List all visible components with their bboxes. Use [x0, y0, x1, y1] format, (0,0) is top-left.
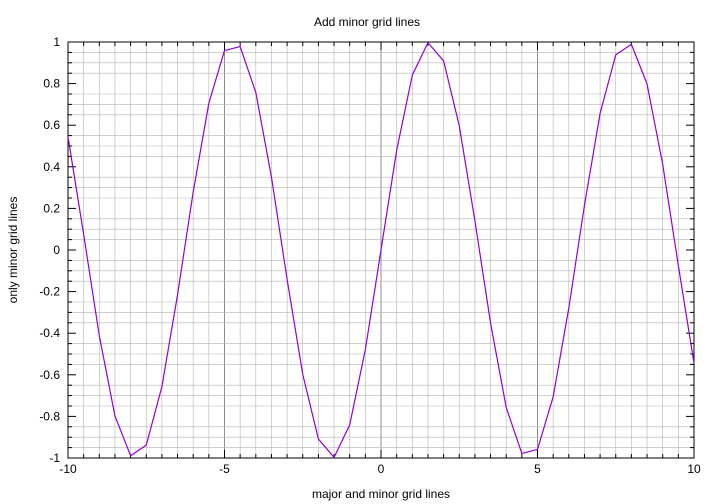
y-tick-label: -1 [49, 451, 60, 465]
series-group [67, 42, 695, 458]
x-axis-label: major and minor grid lines [312, 487, 450, 501]
tick-marks [68, 42, 694, 458]
y-tick-label: 0.4 [43, 160, 60, 174]
grid-lines [68, 42, 694, 458]
y-tick-label: -0.4 [39, 326, 60, 340]
series-line [67, 42, 695, 458]
plot-frame [67, 41, 695, 459]
x-tick-label: 10 [687, 462, 701, 476]
x-tick-labels: -10 -5 0 5 10 [59, 462, 701, 476]
y-axis-label: only minor grid lines [6, 197, 20, 304]
x-tick-label: 0 [378, 462, 385, 476]
y-tick-label: 0 [53, 243, 60, 257]
y-tick-label: -0.2 [39, 285, 60, 299]
x-tick-label: -5 [219, 462, 230, 476]
y-tick-label: -0.6 [39, 368, 60, 382]
y-tick-label: 0.2 [43, 201, 60, 215]
chart-title: Add minor grid lines [314, 15, 420, 29]
y-tick-label: 0.8 [43, 77, 60, 91]
x-tick-label: 5 [534, 462, 541, 476]
y-tick-label: 0.6 [43, 118, 60, 132]
y-tick-label: -0.8 [39, 409, 60, 423]
y-tick-labels: -1 -0.8 -0.6 -0.4 -0.2 0 0.2 0.4 0.6 0.8 1 [39, 35, 60, 465]
y-tick-label: 1 [53, 35, 60, 49]
x-tick-label: -10 [59, 462, 77, 476]
